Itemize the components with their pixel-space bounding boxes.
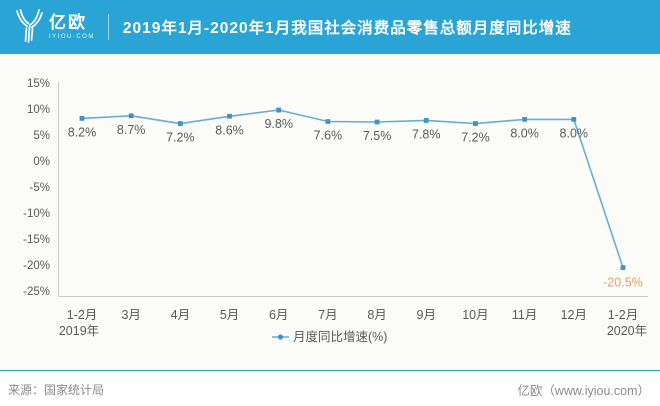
footer-divider-line	[0, 370, 660, 371]
x-tick-label: 8月	[367, 308, 386, 322]
data-point-label: 7.2%	[166, 131, 195, 145]
data-point-marker	[177, 121, 183, 126]
x-tick-label: 3月	[121, 308, 140, 322]
y-tick-label: 15%	[27, 78, 50, 90]
iyiou-logo: 亿欧 IYIOU·COM	[13, 9, 95, 44]
x-tick-label: 11月	[512, 308, 537, 322]
x-tick-label: 6月	[269, 308, 288, 322]
x-tick-label: 4月	[171, 308, 190, 322]
x-tick-label: 5月	[220, 308, 239, 322]
x-tick-label: 12月	[561, 308, 587, 322]
data-point-marker	[325, 119, 331, 124]
data-point-marker	[374, 119, 380, 125]
data-point-marker	[276, 107, 282, 113]
data-point-marker	[227, 113, 232, 119]
data-point-label: 8.2%	[68, 125, 97, 139]
legend-label: 月度同比增速(%)	[293, 329, 387, 344]
data-source-label: 来源：国家统计局	[8, 382, 105, 397]
x-tick-label: 1-2月	[608, 308, 639, 322]
logo-name: 亿欧	[49, 13, 87, 32]
data-point-marker	[522, 117, 528, 122]
x-tick-label: 10月	[462, 308, 488, 322]
brand-site-label: 亿欧（www.iyiou.com）	[517, 383, 650, 398]
data-point-marker	[128, 113, 134, 119]
y-tick-label: -10%	[23, 208, 50, 220]
x-tick-label: 9月	[417, 308, 436, 322]
y-tick-label: -25%	[23, 286, 50, 298]
y-tick-label: 10%	[27, 104, 50, 116]
x-tick-label: 7月	[318, 308, 337, 322]
header-divider	[107, 14, 109, 40]
x-tick-label: 1-2月	[67, 308, 98, 322]
data-point-label: 7.2%	[461, 131, 490, 145]
data-point-label: 7.5%	[363, 129, 392, 143]
data-point-marker	[473, 121, 478, 126]
y-tick-label: 0%	[33, 156, 50, 168]
y-tick-label: -20%	[23, 260, 50, 272]
data-point-marker	[423, 118, 429, 123]
page-title: 2019年1月-2020年1月我国社会消费品零售总额月度同比增速	[122, 20, 572, 37]
header-banner: 亿欧 IYIOU·COM 2019年1月-2020年1月我国社会消费品零售总额月…	[0, 0, 660, 54]
series-line	[81, 109, 624, 268]
footer: 来源：国家统计局 亿欧（www.iyiou.com）	[0, 372, 660, 406]
iyiou-logo-text: 亿欧 IYIOU·COM	[49, 14, 95, 40]
data-point-label: 7.8%	[412, 127, 441, 141]
y-tick-label: -5%	[30, 182, 50, 194]
legend-marker-dot	[277, 334, 284, 340]
y-tick-label: 5%	[33, 130, 50, 142]
data-point-label: 8.0%	[510, 126, 539, 140]
data-point-label: 8.6%	[215, 123, 244, 137]
logo-subtitle: IYIOU·COM	[49, 34, 95, 40]
data-point-label: 8.7%	[117, 123, 146, 137]
iyiou-logo-icon	[16, 9, 43, 43]
x-axis-year-label: 2020年	[607, 324, 647, 338]
x-axis-year-label: 2019年	[59, 324, 99, 338]
data-point-label: 9.8%	[264, 117, 293, 131]
data-point-label: 8.0%	[560, 126, 589, 140]
data-point-marker	[79, 115, 85, 121]
data-point-marker	[571, 117, 577, 122]
y-tick-label: -15%	[23, 234, 50, 246]
data-point-label: -20.5%	[603, 276, 643, 290]
data-point-label: 7.6%	[314, 128, 343, 142]
data-point-marker	[620, 265, 626, 270]
